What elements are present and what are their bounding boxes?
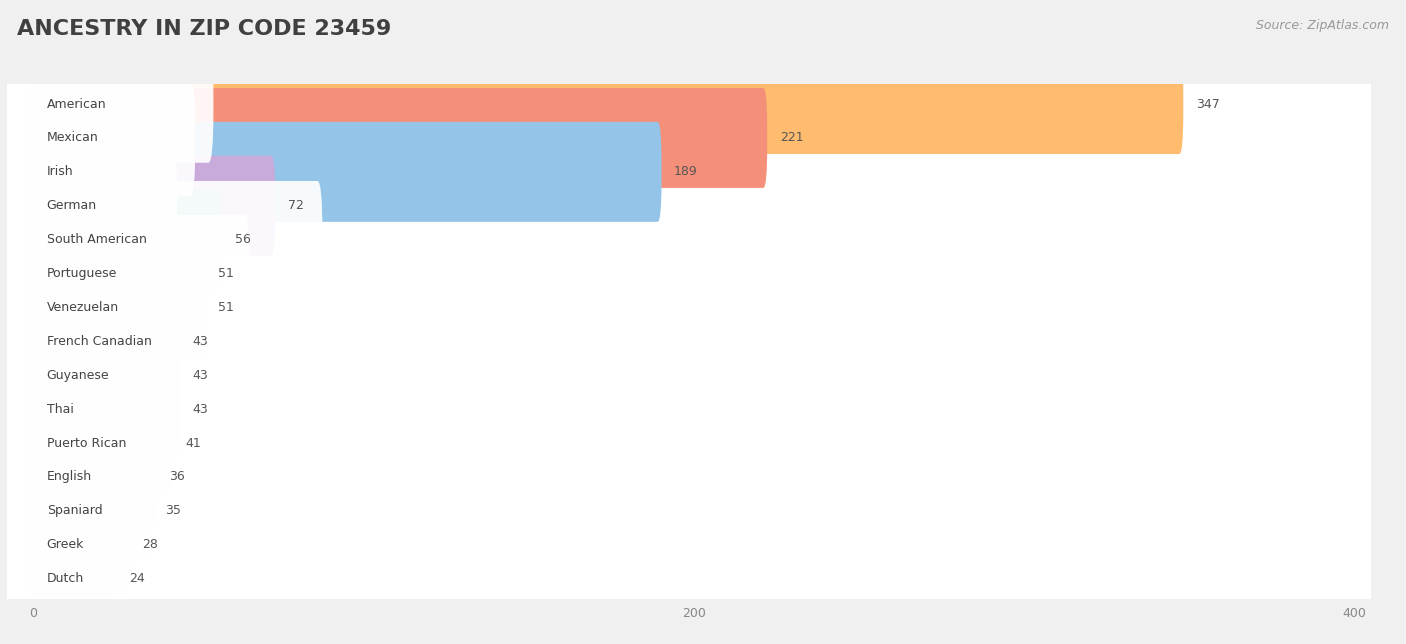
Text: 347: 347: [1197, 97, 1219, 111]
FancyBboxPatch shape: [25, 249, 250, 366]
FancyBboxPatch shape: [1, 410, 1386, 544]
FancyBboxPatch shape: [25, 384, 285, 502]
Text: ANCESTRY IN ZIP CODE 23459: ANCESTRY IN ZIP CODE 23459: [17, 19, 391, 39]
FancyBboxPatch shape: [25, 317, 214, 434]
FancyBboxPatch shape: [30, 461, 153, 561]
Text: French Canadian: French Canadian: [46, 335, 152, 348]
FancyBboxPatch shape: [25, 113, 159, 231]
Text: Mexican: Mexican: [46, 131, 98, 144]
FancyBboxPatch shape: [1, 444, 1386, 578]
FancyBboxPatch shape: [25, 486, 159, 603]
Text: 189: 189: [673, 166, 697, 178]
Text: 43: 43: [193, 402, 208, 415]
FancyBboxPatch shape: [1, 240, 1386, 375]
FancyBboxPatch shape: [30, 189, 222, 290]
FancyBboxPatch shape: [30, 359, 180, 459]
FancyBboxPatch shape: [1, 478, 1386, 612]
FancyBboxPatch shape: [30, 325, 180, 425]
Text: American: American: [46, 97, 107, 111]
Text: Dutch: Dutch: [46, 572, 84, 585]
FancyBboxPatch shape: [25, 283, 340, 400]
FancyBboxPatch shape: [1, 511, 1386, 644]
Text: 51: 51: [218, 267, 235, 280]
Text: 221: 221: [780, 131, 803, 144]
FancyBboxPatch shape: [1, 274, 1386, 408]
Text: 51: 51: [218, 301, 235, 314]
FancyBboxPatch shape: [1, 37, 1386, 171]
Text: Venezuelan: Venezuelan: [46, 301, 118, 314]
Text: Greek: Greek: [46, 538, 84, 551]
FancyBboxPatch shape: [30, 258, 205, 357]
Text: Spaniard: Spaniard: [46, 504, 103, 517]
FancyBboxPatch shape: [30, 223, 205, 323]
FancyBboxPatch shape: [30, 291, 180, 392]
Text: 28: 28: [142, 538, 159, 551]
Text: English: English: [46, 470, 91, 484]
FancyBboxPatch shape: [1, 138, 1386, 273]
FancyBboxPatch shape: [25, 418, 195, 536]
FancyBboxPatch shape: [25, 452, 214, 569]
Text: Portuguese: Portuguese: [46, 267, 117, 280]
FancyBboxPatch shape: [30, 529, 117, 629]
FancyBboxPatch shape: [30, 54, 1184, 154]
Text: Thai: Thai: [46, 402, 73, 415]
Text: Irish: Irish: [46, 166, 73, 178]
FancyBboxPatch shape: [25, 181, 322, 298]
Text: German: German: [46, 199, 97, 213]
Text: Source: ZipAtlas.com: Source: ZipAtlas.com: [1256, 19, 1389, 32]
FancyBboxPatch shape: [25, 520, 159, 638]
Text: 43: 43: [193, 369, 208, 382]
FancyBboxPatch shape: [1, 105, 1386, 239]
Text: South American: South American: [46, 233, 146, 246]
FancyBboxPatch shape: [25, 79, 195, 196]
FancyBboxPatch shape: [25, 215, 250, 332]
Text: 35: 35: [166, 504, 181, 517]
Text: 72: 72: [288, 199, 304, 213]
Text: 24: 24: [129, 572, 145, 585]
FancyBboxPatch shape: [30, 156, 276, 256]
FancyBboxPatch shape: [25, 147, 177, 265]
FancyBboxPatch shape: [30, 88, 768, 188]
Text: Guyanese: Guyanese: [46, 369, 110, 382]
FancyBboxPatch shape: [1, 71, 1386, 205]
FancyBboxPatch shape: [1, 342, 1386, 476]
Text: 36: 36: [169, 470, 184, 484]
FancyBboxPatch shape: [1, 376, 1386, 510]
Text: 56: 56: [235, 233, 250, 246]
FancyBboxPatch shape: [25, 350, 141, 468]
Text: 41: 41: [186, 437, 201, 450]
FancyBboxPatch shape: [25, 45, 214, 163]
FancyBboxPatch shape: [1, 207, 1386, 341]
FancyBboxPatch shape: [30, 427, 156, 527]
FancyBboxPatch shape: [30, 495, 129, 594]
Text: 43: 43: [193, 335, 208, 348]
Text: Puerto Rican: Puerto Rican: [46, 437, 127, 450]
FancyBboxPatch shape: [30, 393, 173, 493]
FancyBboxPatch shape: [30, 122, 662, 222]
FancyBboxPatch shape: [1, 173, 1386, 307]
FancyBboxPatch shape: [1, 308, 1386, 442]
